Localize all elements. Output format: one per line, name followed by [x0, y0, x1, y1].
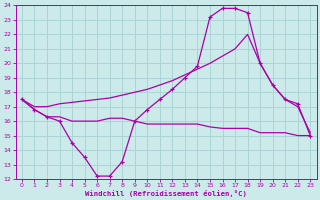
X-axis label: Windchill (Refroidissement éolien,°C): Windchill (Refroidissement éolien,°C): [85, 190, 247, 197]
